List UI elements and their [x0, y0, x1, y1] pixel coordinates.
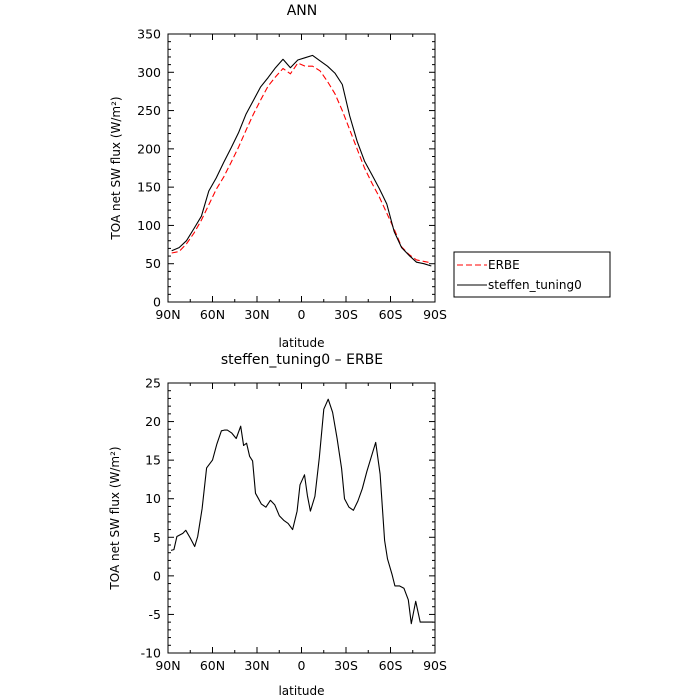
top-panel-x-tick-label: 60N — [200, 307, 225, 322]
bottom-panel-x-tick-label: 90S — [423, 658, 447, 673]
top-panel-y-tick-label: 100 — [137, 218, 161, 233]
top-panel-plot-frame — [167, 33, 436, 303]
bottom-panel-y-tick-label: -10 — [141, 646, 161, 661]
legend: ERBE steffen_tuning0 — [453, 251, 611, 298]
bottom-panel-x-tick-label: 90N — [155, 658, 180, 673]
top-panel-xlabel: latitude — [278, 336, 324, 350]
top-panel-series-steffen-tuning0-line — [171, 54, 432, 267]
bottom-panel-y-tick-label: 10 — [145, 491, 161, 506]
bottom-panel-series-difference-line — [170, 398, 434, 625]
bottom-panel-y-tick-label: 20 — [145, 414, 161, 429]
top-panel-x-tick-label: 90S — [423, 307, 447, 322]
bottom-panel-ylabel: TOA net SW flux (W/m²) — [108, 446, 122, 590]
top-panel-y-tick-label: 300 — [137, 65, 161, 80]
bottom-panel-series — [170, 398, 434, 625]
bottom-panel-ticks: 90N 60N 30N 0 30S 60S 90S -10 -5 0 5 10 15 20 25 — [141, 376, 447, 674]
top-panel-x-tick-label: 60S — [379, 307, 403, 322]
top-panel-series-erbe-line — [171, 62, 432, 264]
bottom-panel-x-tick-label: 0 — [298, 658, 306, 673]
bottom-panel: steffen_tuning0 – ERBE 90N 60N 30N 0 30S 60S 9… — [108, 352, 447, 698]
bottom-panel-x-tick-label: 30S — [334, 658, 358, 673]
bottom-panel-y-tick-label: 0 — [153, 568, 161, 583]
top-panel-ticks: 90N 60N 30N 0 30S 60S 90S 0 50 100 150 200 250 300 350 — [137, 27, 447, 323]
top-panel-y-tick-label: 350 — [137, 27, 161, 42]
bottom-panel-x-tick-label: 60N — [200, 658, 225, 673]
legend-steffen-label: steffen_tuning0 — [488, 278, 582, 292]
top-panel-ylabel: TOA net SW flux (W/m²) — [109, 96, 123, 240]
top-panel-y-tick-label: 0 — [153, 295, 161, 310]
top-panel-y-tick-label: 250 — [137, 103, 161, 118]
bottom-panel-y-tick-label: 25 — [145, 376, 161, 391]
legend-box — [453, 251, 611, 298]
top-panel-x-tick-label: 0 — [298, 307, 306, 322]
bottom-panel-y-tick-label: -5 — [149, 607, 161, 622]
top-panel-y-tick-label: 50 — [145, 256, 161, 271]
bottom-panel-title: steffen_tuning0 – ERBE — [221, 352, 383, 368]
bottom-panel-xlabel: latitude — [278, 684, 324, 698]
top-panel-series — [171, 54, 432, 267]
top-panel-title: ANN — [287, 3, 318, 19]
top-panel-x-tick-label: 30N — [244, 307, 269, 322]
top-panel-y-tick-label: 150 — [137, 180, 161, 195]
top-panel-y-tick-label: 200 — [137, 141, 161, 156]
bottom-panel-x-tick-label: 30N — [244, 658, 269, 673]
bottom-panel-y-tick-label: 5 — [153, 530, 161, 545]
bottom-panel-x-tick-label: 60S — [379, 658, 403, 673]
top-panel: ANN 90N 60N 30N 0 30S 60S 90S 0 50 100 150 200 250 30… — [109, 3, 447, 350]
top-panel-x-tick-label: 30S — [334, 307, 358, 322]
bottom-panel-y-tick-label: 15 — [145, 453, 161, 468]
legend-erbe-label: ERBE — [488, 258, 520, 272]
top-panel-x-tick-label: 90N — [155, 307, 180, 322]
bottom-panel-plot-frame — [167, 382, 436, 654]
